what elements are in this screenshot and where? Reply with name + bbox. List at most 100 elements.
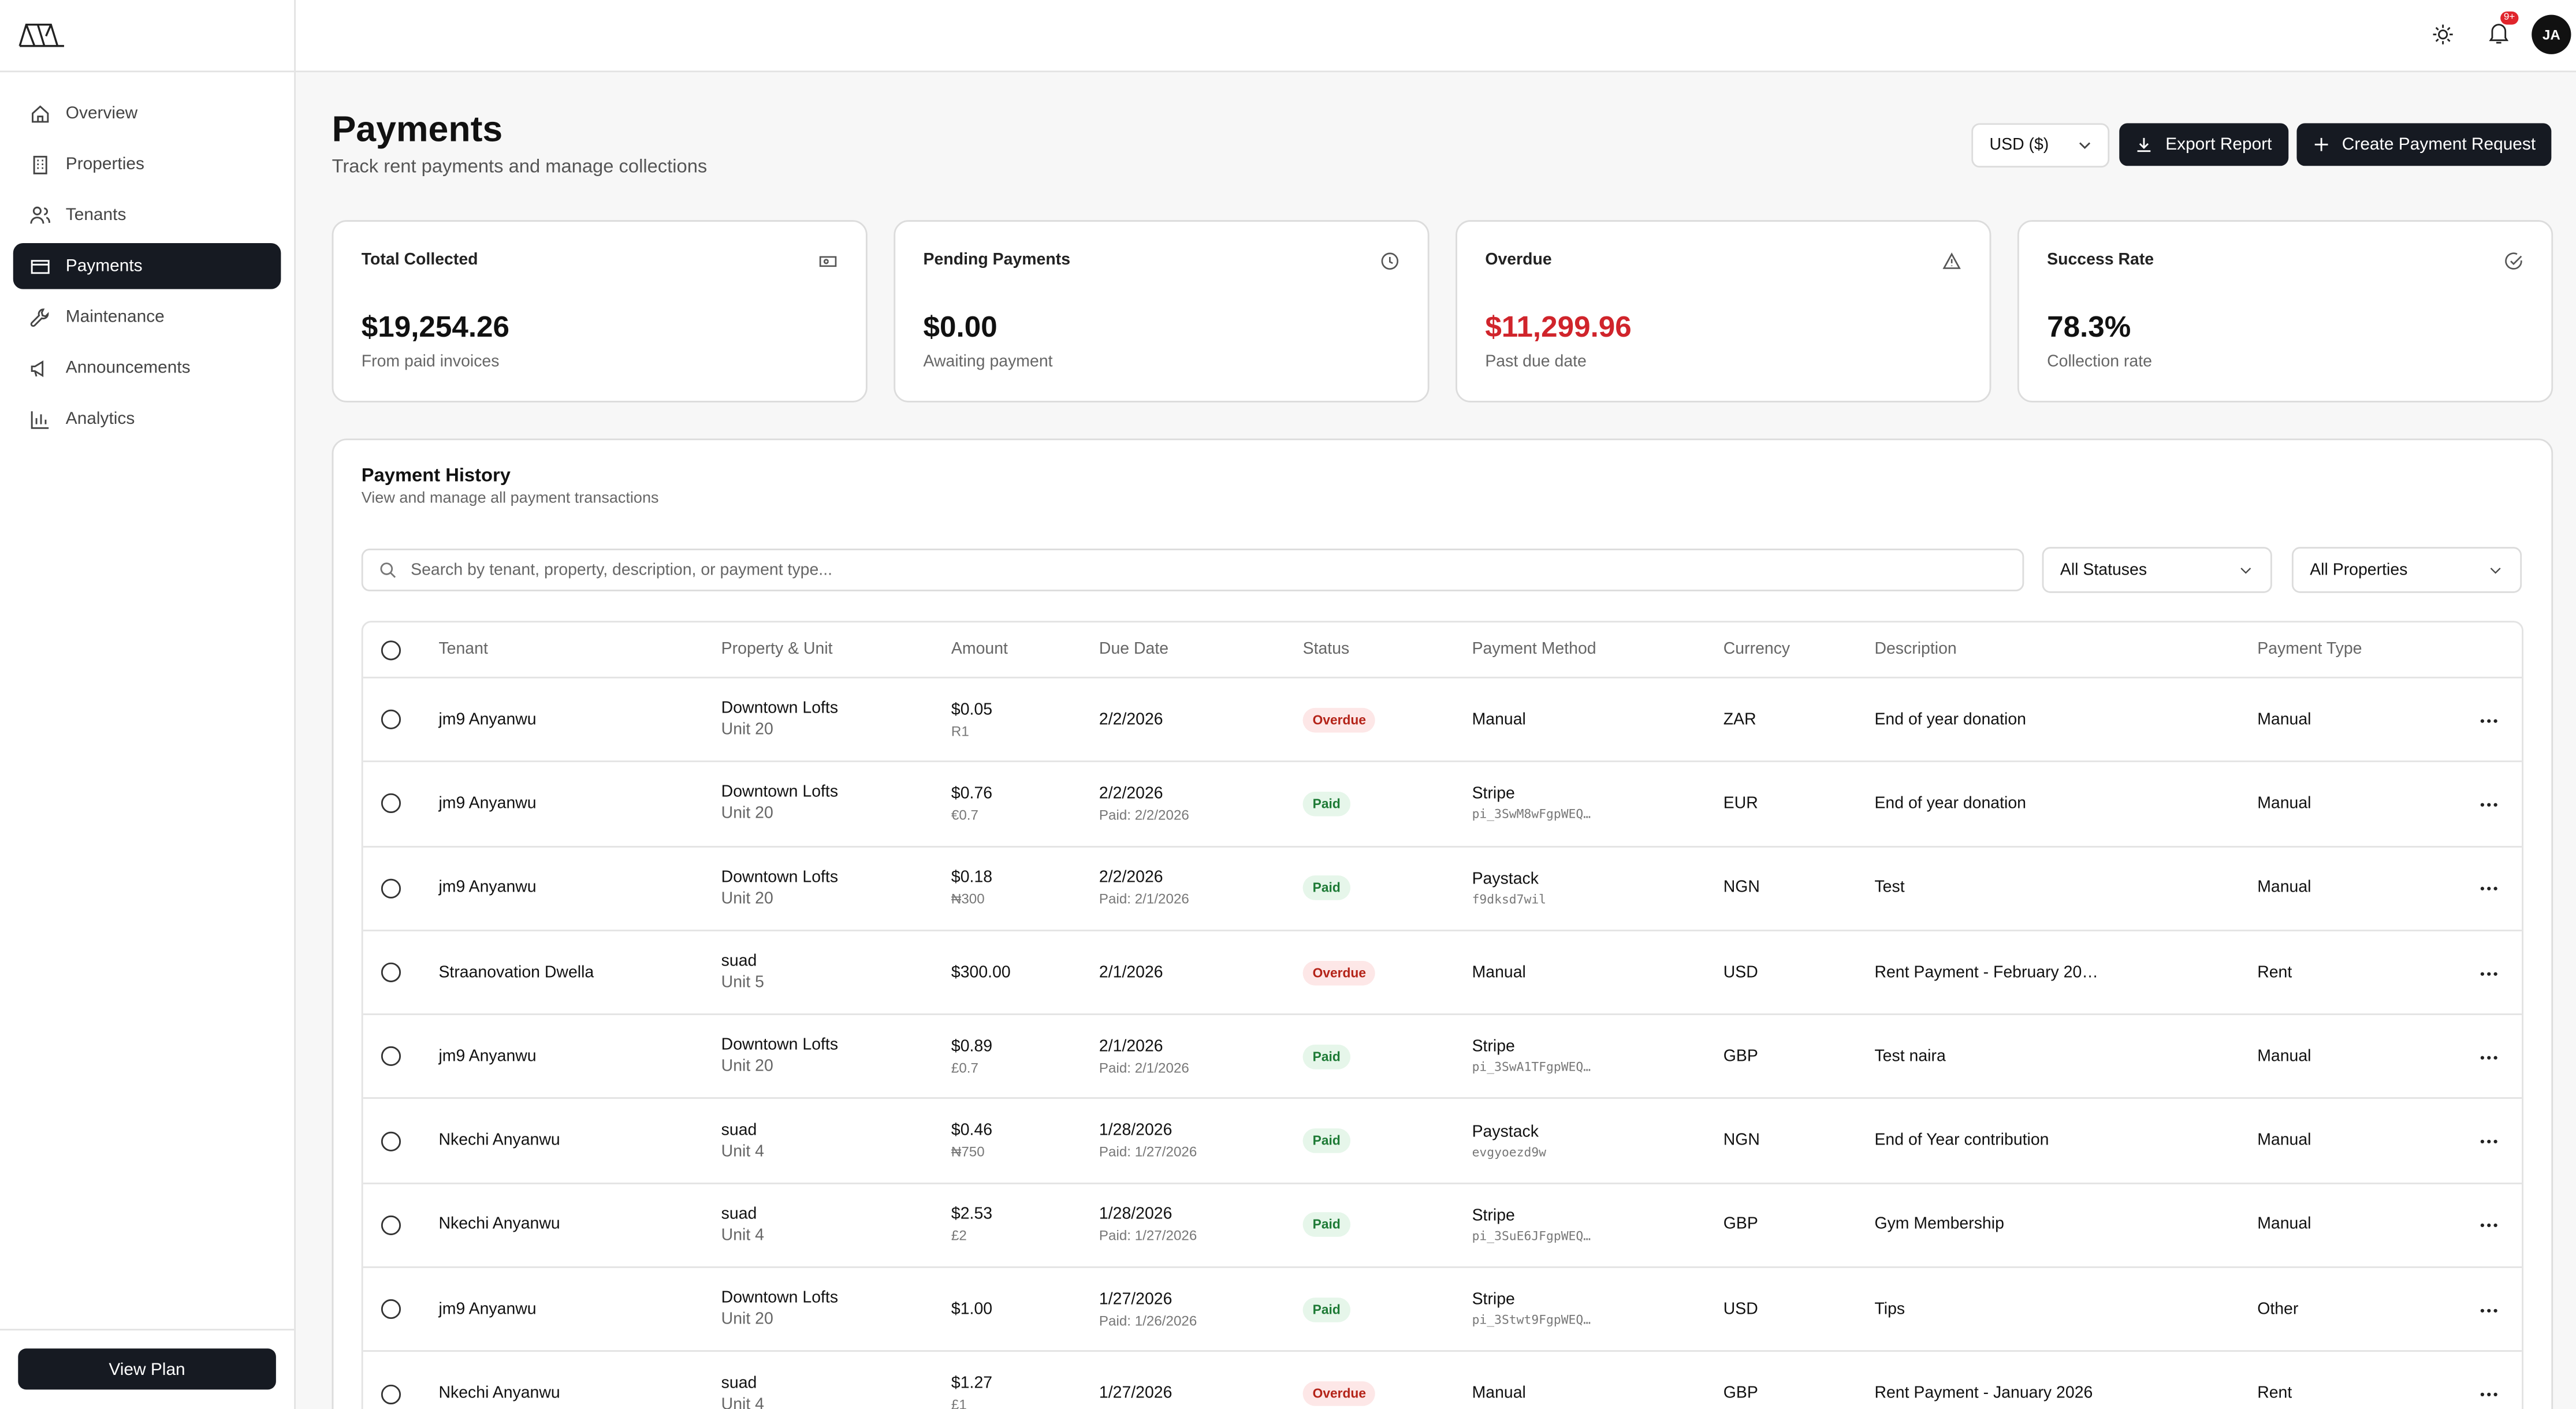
row-actions[interactable] [2478,970,2498,976]
sidebar: Overview Properties Tenants Payments Mainten… [0,0,296,1409]
nav-icon [33,155,47,174]
column-header: Currency [1723,640,1790,659]
cell: $0.18 ₦300 [951,869,1099,907]
due-date: 1/27/2026 [1099,1290,1172,1309]
due-date: 1/28/2026 [1099,1206,1172,1225]
row-actions[interactable] [2478,802,2498,808]
cell [363,1131,439,1151]
nav-item[interactable]: Announcements [13,345,281,391]
cell: Downtown Lofts Unit 20 [721,868,951,908]
nav-label: Announcements [65,358,191,378]
cell: suad Unit 5 [721,953,951,992]
row-checkbox[interactable] [381,1046,401,1067]
stat-card: Success Rate 78.3% Collection rate [2017,220,2553,402]
filter-select[interactable]: All Statuses [2042,547,2272,593]
dot [2493,803,2497,807]
amount: $0.46 [951,1122,993,1140]
cell: Downtown Lofts Unit 20 [721,784,951,823]
stat-label: Success Rate [2047,251,2154,270]
nav-item[interactable]: Tenants [13,192,281,238]
dot [2486,1224,2490,1228]
notifications[interactable] [2487,21,2510,46]
stat-value: 78.3% [2047,310,2131,344]
row-actions[interactable] [2478,1222,2498,1229]
stat-label: Pending Payments [923,251,1071,270]
filter-select[interactable]: All Properties [2291,547,2522,593]
nav-item[interactable]: Analytics [13,396,281,442]
row-checkbox[interactable] [381,1384,401,1404]
amount: $2.53 [951,1206,993,1225]
column-header: Property & Unit [721,640,833,659]
cell: $0.76 €0.7 [951,785,1099,822]
export-button[interactable]: Export Report [2119,123,2289,166]
status-badge: Paid [1302,875,1350,901]
chevron [2490,568,2501,574]
cell: Manual [1472,711,1723,729]
nav-item[interactable]: Properties [13,141,281,188]
cell: 2/2/2026 Paid: 2/1/2026 [1099,869,1303,907]
unit: Unit 20 [721,721,773,740]
history-subtitle: View and manage all payment transactions [361,489,659,508]
create-button[interactable]: Create Payment Request [2296,123,2552,166]
currency-select[interactable]: USD ($) [1971,123,2110,168]
dot [2486,1308,2490,1313]
theme-toggle[interactable] [2432,23,2455,46]
dot [2480,718,2484,722]
dot [2493,718,2497,722]
status-badge: Paid [1302,791,1350,817]
payment-ref: pi_3SuE6JFgpWEQ… [1472,1228,1591,1243]
logo [18,23,64,47]
divider [0,1329,295,1330]
stat-value: $11,299.96 [1485,310,1632,344]
dot [2486,1056,2490,1060]
amount: $0.18 [951,869,993,888]
payment-method: Paystack [1472,1123,1539,1141]
payment-ref: f9dksd7wil [1472,891,1547,907]
row-actions[interactable] [2478,886,2498,892]
search-placeholder: Search by tenant, property, description,… [411,561,833,579]
status-badge: Paid [1302,1128,1350,1154]
row-checkbox[interactable] [381,878,401,899]
search[interactable]: Search by tenant, property, description,… [361,549,2024,591]
row-actions[interactable] [2478,1391,2498,1397]
cell: Overdue [1302,707,1472,732]
cell: 2/1/2026 [1099,963,1303,981]
row-checkbox[interactable] [381,1131,401,1151]
nav-label: Properties [65,154,144,174]
row-actions[interactable] [2478,717,2498,724]
currency: USD [1723,1300,1758,1319]
currency-value: USD ($) [1989,136,2049,155]
currency: ZAR [1723,710,1756,729]
nav-item[interactable]: Payments [13,243,281,289]
cell [363,794,439,814]
avatar[interactable]: JA [2532,14,2571,54]
dot [2480,1392,2484,1397]
column-header: Due Date [1099,640,1169,659]
select-all[interactable] [381,639,401,660]
unit: Unit 20 [721,805,773,824]
currency: NGN [1723,879,1760,897]
unit: Unit 4 [721,1142,764,1161]
nav-item[interactable]: Maintenance [13,294,281,340]
nav-item[interactable]: Overview [13,90,281,136]
row-checkbox[interactable] [381,1215,401,1235]
row-actions[interactable] [2478,1307,2498,1313]
paid-date: Paid: 1/27/2026 [1099,1143,1197,1160]
cell: Stripe pi_3Stwt9FgpWEQ… [1472,1291,1723,1328]
row-actions[interactable] [2478,1054,2498,1061]
view-plan-button[interactable]: View Plan [18,1348,276,1390]
payment-method: Manual [1472,963,1526,982]
payment-type: Other [2257,1300,2299,1319]
row-checkbox[interactable] [381,794,401,814]
stat-note: Awaiting payment [923,353,1053,371]
payment-method: Manual [1472,710,1526,729]
row-checkbox[interactable] [381,710,401,730]
row-checkbox[interactable] [381,1299,401,1319]
page-title: Payments [332,108,503,150]
cell: 2/2/2026 Paid: 2/2/2026 [1099,785,1303,822]
description: Test [1874,879,1905,897]
nav-label: Tenants [65,205,126,225]
search-icon [380,562,396,578]
row-actions[interactable] [2478,1139,2498,1145]
row-checkbox[interactable] [381,962,401,983]
